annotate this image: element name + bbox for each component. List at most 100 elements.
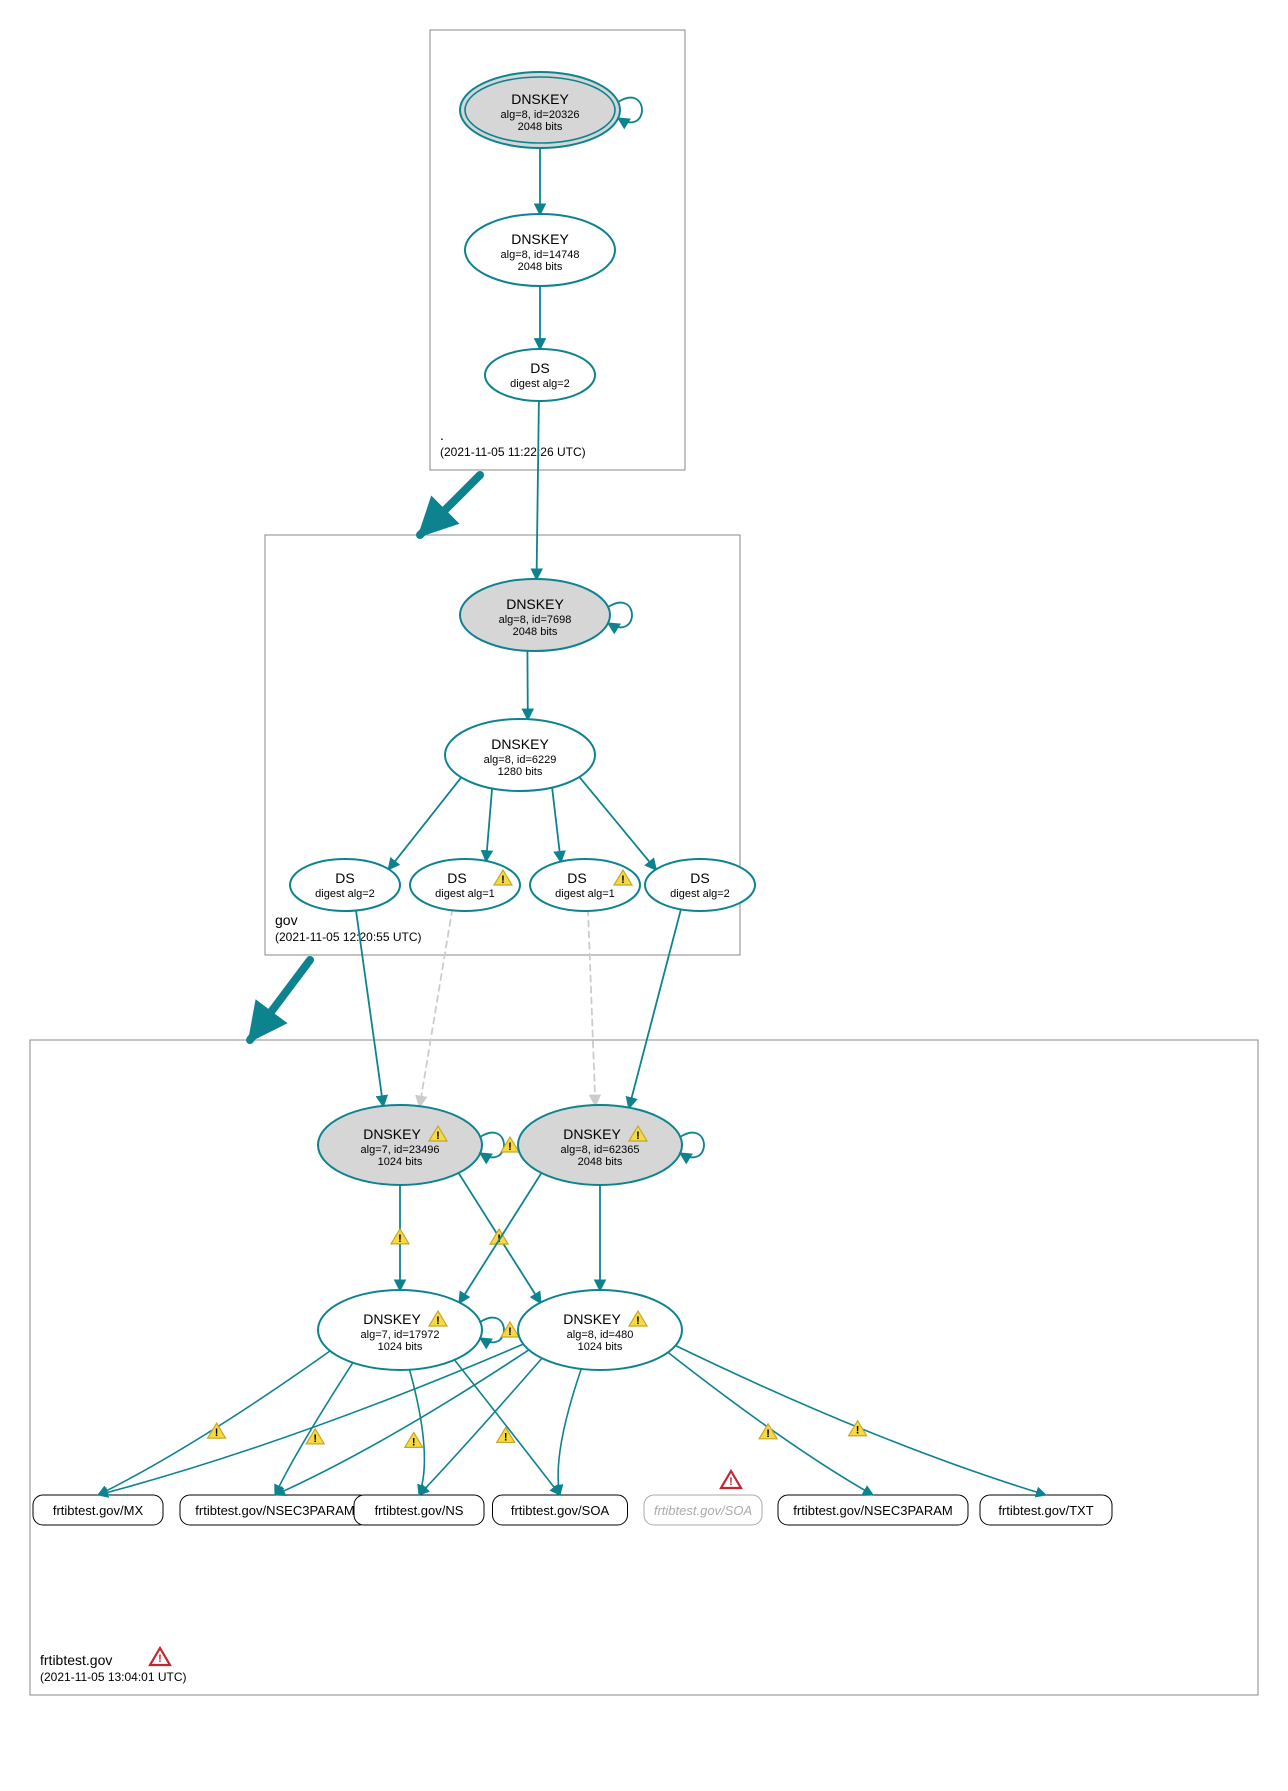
svg-text:.: .: [440, 427, 444, 443]
node-root_ksk: DNSKEYalg=8, id=203262048 bits: [460, 72, 642, 148]
rrset-box: frtibtest.gov/TXT: [980, 1495, 1112, 1525]
svg-text:alg=8, id=7698: alg=8, id=7698: [499, 614, 572, 626]
edge: [486, 786, 492, 861]
svg-text:frtibtest.gov/TXT: frtibtest.gov/TXT: [998, 1503, 1093, 1518]
svg-text:digest alg=2: digest alg=2: [315, 888, 375, 900]
error-icon: !: [721, 1471, 741, 1488]
rrset-box: frtibtest.gov/NSEC3PARAM: [180, 1495, 370, 1525]
error-icon: !: [150, 1648, 170, 1665]
svg-text:!: !: [436, 1315, 440, 1327]
warning-icon: !: [849, 1421, 867, 1437]
node-leaf_ksk2: DNSKEY!alg=8, id=623652048 bits: [518, 1105, 704, 1185]
edge: [459, 1171, 543, 1304]
rr-edge: [98, 1341, 530, 1495]
svg-text:2048 bits: 2048 bits: [518, 261, 563, 273]
zone-delegation-arrow: [250, 960, 310, 1040]
svg-text:!: !: [398, 1233, 402, 1245]
svg-text:digest alg=1: digest alg=1: [435, 888, 495, 900]
svg-text:alg=8, id=14748: alg=8, id=14748: [501, 249, 580, 261]
svg-text:1280 bits: 1280 bits: [498, 766, 543, 778]
svg-text:digest alg=2: digest alg=2: [670, 888, 730, 900]
svg-text:alg=7, id=23496: alg=7, id=23496: [361, 1144, 440, 1156]
svg-text:2048 bits: 2048 bits: [518, 121, 563, 133]
node-root_zsk: DNSKEY alg=8, id=147482048 bits: [465, 214, 615, 286]
warning-icon: !: [391, 1229, 409, 1245]
svg-text:frtibtest.gov/SOA: frtibtest.gov/SOA: [511, 1503, 610, 1518]
rr-edge: [558, 1365, 583, 1495]
node-root_ds: DS digest alg=2: [485, 349, 595, 401]
svg-text:(2021-11-05 13:04:01 UTC): (2021-11-05 13:04:01 UTC): [40, 1670, 187, 1684]
node-leaf_zsk2: DNSKEY!alg=8, id=4801024 bits: [518, 1290, 682, 1370]
svg-text:!: !: [729, 1476, 733, 1488]
svg-text:(2021-11-05 11:22:26 UTC): (2021-11-05 11:22:26 UTC): [440, 445, 586, 459]
rrset-box: frtibtest.gov/NS: [354, 1495, 484, 1525]
self-loop: [618, 98, 642, 123]
rr-edge: [663, 1349, 873, 1495]
svg-text:!: !: [636, 1130, 640, 1142]
svg-text:!: !: [504, 1431, 508, 1443]
node-gov_ksk: DNSKEY alg=8, id=76982048 bits: [460, 579, 632, 651]
svg-text:!: !: [158, 1653, 162, 1665]
svg-text:digest alg=2: digest alg=2: [510, 378, 570, 390]
edge: [588, 910, 595, 1106]
edge: [419, 909, 452, 1107]
edge: [629, 908, 681, 1108]
svg-text:DNSKEY: DNSKEY: [363, 1311, 421, 1327]
svg-text:frtibtest.gov: frtibtest.gov: [40, 1652, 112, 1668]
svg-text:!: !: [621, 874, 625, 886]
svg-text:!: !: [436, 1130, 440, 1142]
svg-text:alg=8, id=20326: alg=8, id=20326: [501, 109, 580, 121]
svg-text:alg=8, id=62365: alg=8, id=62365: [561, 1144, 640, 1156]
node-gov_ds1: DSdigest alg=2: [290, 859, 400, 911]
svg-text:!: !: [766, 1428, 770, 1440]
svg-text:DNSKEY: DNSKEY: [563, 1311, 621, 1327]
rrset-box: frtibtest.gov/NSEC3PARAM: [778, 1495, 968, 1525]
svg-text:DS: DS: [567, 870, 586, 886]
node-gov_zsk: DNSKEYalg=8, id=62291280 bits: [445, 719, 595, 791]
svg-text:1024 bits: 1024 bits: [378, 1156, 423, 1168]
warning-icon: !: [405, 1432, 423, 1448]
svg-text:frtibtest.gov/SOA: frtibtest.gov/SOA: [654, 1503, 752, 1518]
node-gov_ds2: DS! digest alg=1: [410, 859, 520, 911]
rr-edge: [451, 1356, 560, 1495]
node-gov_ds3: DS!digest alg=1: [530, 859, 640, 911]
self-loop: [680, 1133, 704, 1158]
svg-text:frtibtest.gov/NSEC3PARAM: frtibtest.gov/NSEC3PARAM: [195, 1503, 354, 1518]
zone-delegation-arrow: [420, 475, 480, 535]
edge: [552, 786, 561, 863]
rrset-box: frtibtest.gov/SOA!: [644, 1471, 762, 1525]
rrset-box: frtibtest.gov/SOA: [493, 1495, 628, 1525]
svg-text:!: !: [636, 1315, 640, 1327]
svg-text:frtibtest.gov/MX: frtibtest.gov/MX: [53, 1503, 144, 1518]
node-leaf_ksk1: DNSKEY!alg=7, id=234961024 bits!: [318, 1105, 519, 1185]
self-loop: [608, 603, 632, 628]
svg-text:!: !: [501, 874, 505, 886]
svg-text:frtibtest.gov/NSEC3PARAM: frtibtest.gov/NSEC3PARAM: [793, 1503, 952, 1518]
svg-text:alg=8, id=480: alg=8, id=480: [567, 1329, 634, 1341]
warning-icon: !: [497, 1427, 515, 1443]
edge: [388, 775, 463, 869]
svg-text:DNSKEY: DNSKEY: [363, 1126, 421, 1142]
rrset-box: frtibtest.gov/MX: [33, 1495, 163, 1525]
svg-text:DNSKEY: DNSKEY: [506, 596, 564, 612]
svg-text:2048 bits: 2048 bits: [513, 626, 558, 638]
svg-text:(2021-11-05 12:20:55 UTC): (2021-11-05 12:20:55 UTC): [275, 930, 422, 944]
rr-edge: [408, 1366, 424, 1495]
svg-text:alg=7, id=17972: alg=7, id=17972: [361, 1329, 440, 1341]
svg-text:1024 bits: 1024 bits: [578, 1341, 623, 1353]
svg-text:DNSKEY: DNSKEY: [511, 231, 569, 247]
rr-edge: [669, 1342, 1046, 1495]
svg-text:DS: DS: [690, 870, 709, 886]
rr-edge: [419, 1354, 545, 1495]
svg-text:DS: DS: [447, 870, 466, 886]
svg-text:2048 bits: 2048 bits: [578, 1156, 623, 1168]
svg-text:DS: DS: [530, 360, 549, 376]
edge: [537, 400, 539, 580]
warning-icon: !: [306, 1429, 324, 1445]
self-loop: [480, 1133, 504, 1158]
svg-text:!: !: [412, 1436, 416, 1448]
rr-edge: [98, 1347, 335, 1495]
svg-text:gov: gov: [275, 912, 298, 928]
svg-text:1024 bits: 1024 bits: [378, 1341, 423, 1353]
svg-text:!: !: [215, 1427, 219, 1439]
